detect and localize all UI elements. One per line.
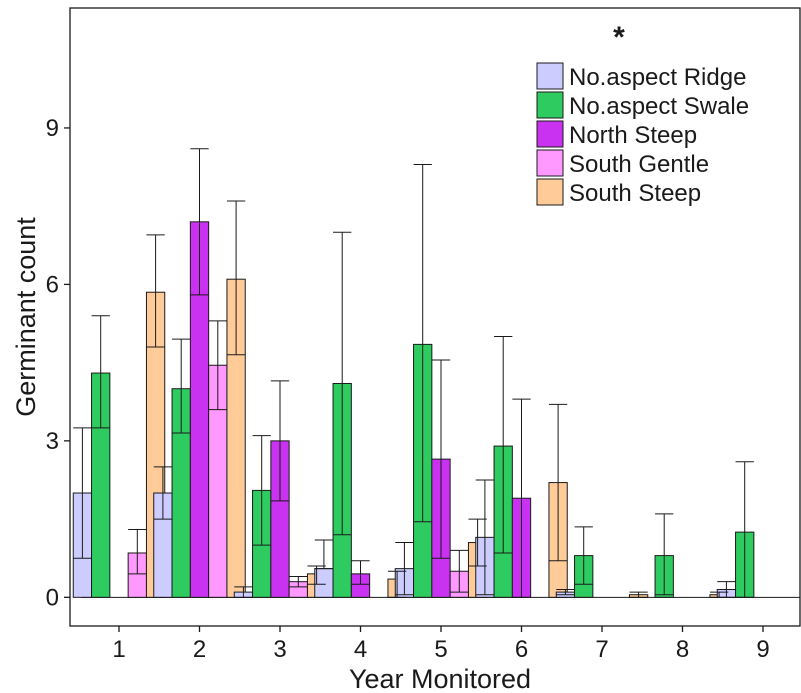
error-bar-south-steep-year-1 (146, 234, 165, 348)
error-bar-south-gentle-year-3 (289, 575, 308, 588)
legend-swatch (536, 62, 564, 90)
bar-no-aspect-ridge-year-4 (314, 568, 334, 598)
error-bar-north-steep-year-6 (512, 398, 531, 598)
legend-swatch (536, 91, 564, 119)
plot-panel-border (69, 7, 801, 627)
legend-item-south-steep: South Steep (536, 178, 701, 207)
x-tick-label: 2 (193, 636, 206, 663)
legend-swatch (536, 149, 564, 177)
x-tick-label: 8 (676, 636, 689, 663)
error-bar-no-aspect-swale-year-8 (655, 513, 674, 596)
error-bar-no-aspect-ridge-year-5 (395, 542, 414, 596)
legend-label: No.aspect Ridge (569, 64, 746, 91)
error-bar-no-aspect-ridge-year-1 (73, 427, 92, 559)
error-bar-no-aspect-swale-year-2 (172, 338, 191, 434)
x-tick-label: 4 (354, 636, 367, 663)
error-bar-no-aspect-swale-year-5 (413, 163, 432, 523)
bars-layer (72, 221, 800, 598)
error-bar-no-aspect-swale-year-4 (333, 231, 352, 536)
error-bar-no-aspect-swale-year-6 (494, 336, 513, 554)
error-bar-no-aspect-swale-year-9 (735, 461, 754, 598)
legend-item-south-gentle: South Gentle (536, 149, 709, 178)
x-tick-label: 6 (515, 636, 528, 663)
x-axis-title: Year Monitored (349, 664, 531, 693)
legend-label: South Steep (569, 180, 701, 207)
significance-asterisk: * (613, 21, 625, 54)
legend-label: No.aspect Swale (569, 93, 749, 120)
x-tick-label: 7 (595, 636, 608, 663)
legend-label: North Steep (569, 122, 697, 149)
error-bar-no-aspect-swale-year-1 (91, 315, 110, 429)
error-bar-no-aspect-ridge-year-7 (556, 588, 575, 596)
error-bar-north-steep-year-4 (351, 560, 370, 585)
error-bar-south-steep-year-2 (226, 200, 246, 356)
error-bar-south-steep-year-6 (548, 403, 568, 562)
error-bar-no-aspect-ridge-year-3 (234, 586, 253, 598)
y-axis-title: Germinant count (11, 217, 41, 417)
error-bar-no-aspect-swale-year-3 (252, 435, 271, 546)
legend-swatch (536, 120, 564, 148)
error-bars-layer (73, 148, 754, 598)
legend-item-north-steep: North Steep (536, 120, 697, 149)
y-axis: 0 3 6 9 (46, 115, 70, 611)
error-bar-no-aspect-ridge-year-9 (717, 581, 736, 598)
x-tick-label: 9 (756, 636, 769, 663)
error-bar-south-steep-year-5 (468, 518, 487, 567)
error-bar-no-aspect-swale-year-7 (574, 526, 593, 585)
error-bar-south-gentle-year-5 (450, 549, 469, 593)
x-tick-label: 1 (112, 636, 125, 663)
error-bar-no-aspect-ridge-year-4 (314, 539, 334, 570)
error-bar-south-steep-year-7 (629, 591, 648, 598)
y-tick-label: 3 (46, 428, 59, 455)
error-bar-north-steep-year-2 (190, 148, 209, 296)
y-tick-label: 9 (46, 115, 59, 142)
legend-item-no-aspect-ridge: No.aspect Ridge (536, 62, 746, 91)
error-bar-no-aspect-ridge-year-6 (475, 479, 495, 596)
error-bar-south-gentle-year-2 (208, 320, 227, 411)
x-tick-label: 5 (434, 636, 447, 663)
error-bar-north-steep-year-3 (270, 380, 290, 502)
error-bar-north-steep-year-5 (431, 359, 451, 559)
x-axis: 1 2 3 4 5 6 7 8 9 (112, 626, 770, 663)
y-tick-label: 6 (46, 271, 59, 298)
error-bar-south-gentle-year-1 (128, 529, 147, 575)
legend-label: South Gentle (569, 151, 709, 178)
error-bar-south-steep-year-4 (387, 570, 407, 598)
error-bar-no-aspect-ridge-year-2 (153, 466, 173, 520)
y-tick-label: 0 (46, 584, 59, 611)
legend-swatch (536, 178, 564, 206)
legend-item-no-aspect-swale: No.aspect Swale (536, 91, 749, 120)
x-tick-label: 3 (273, 636, 286, 663)
